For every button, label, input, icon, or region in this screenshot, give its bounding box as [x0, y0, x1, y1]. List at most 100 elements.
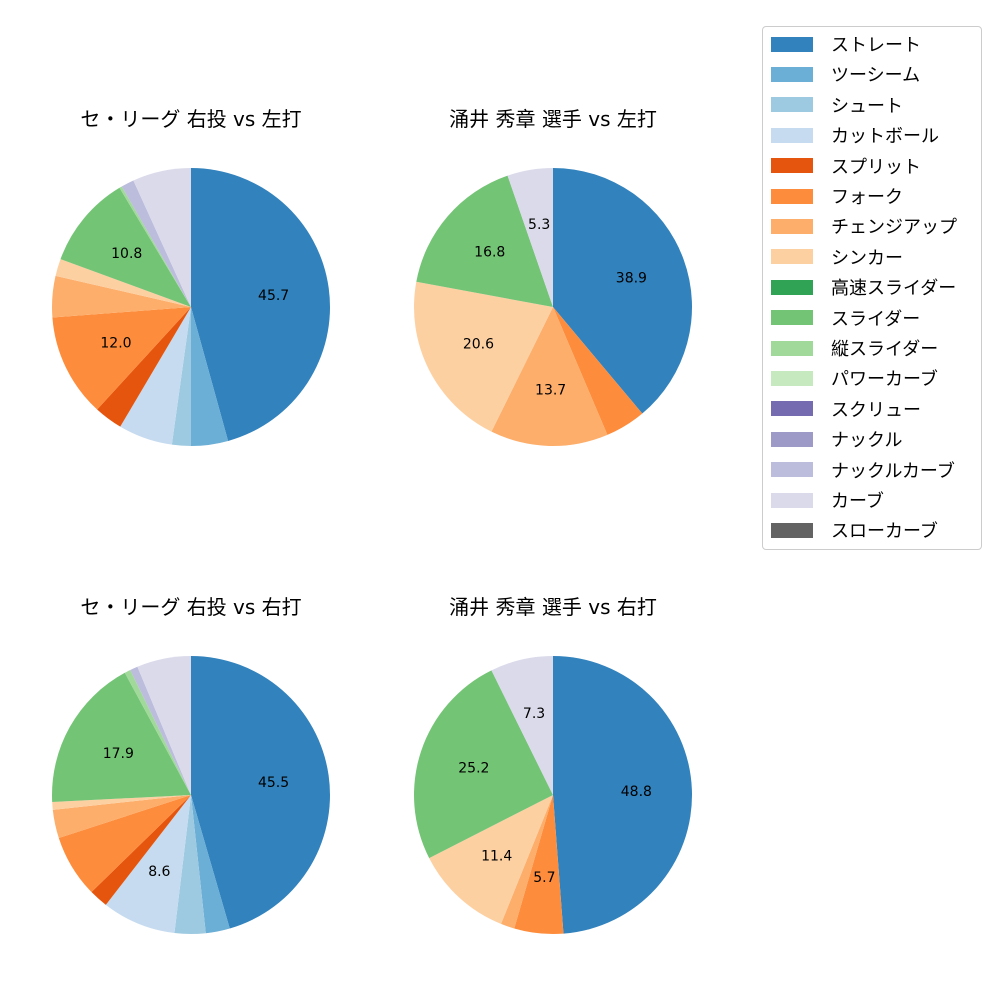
pie-slice [133, 168, 191, 307]
legend-item: ナックル [771, 428, 902, 451]
chart-title-player-vs-right: 涌井 秀章 選手 vs 右打 [449, 595, 657, 619]
pie-slice [52, 795, 191, 810]
pie-slice [191, 656, 331, 929]
legend-swatch [771, 188, 813, 204]
pie-slice-label: 16.8 [474, 245, 505, 261]
pie-slice [171, 307, 191, 446]
legend-label: パワーカーブ [831, 369, 938, 391]
pie-slice-label: 7.3 [523, 706, 545, 722]
pie-slice [121, 180, 191, 307]
pie-slice-label: 48.8 [621, 784, 652, 800]
pie-slice [137, 656, 191, 795]
legend-item: スライダー [771, 307, 921, 330]
pie-slice [191, 795, 230, 934]
pie-slice [191, 168, 331, 441]
legend-swatch [771, 462, 813, 478]
legend-item: スクリュー [771, 398, 921, 421]
pie-slice [105, 795, 191, 934]
legend-swatch [771, 340, 813, 356]
pie-slice [97, 307, 191, 427]
legend-swatch [771, 127, 813, 143]
legend-item: パワーカーブ [771, 367, 938, 391]
legend-swatch [771, 522, 813, 538]
legend-swatch [771, 401, 813, 417]
pie-slice [429, 795, 553, 924]
pie-slice [124, 669, 191, 795]
legend-swatch [771, 36, 813, 52]
pie-slice [60, 187, 192, 307]
legend-swatch [771, 370, 813, 386]
pie-slice-label: 8.6 [148, 864, 170, 880]
legend-item: カットボール [771, 124, 939, 148]
pie-slice [553, 168, 693, 414]
legend-item: チェンジアップ [771, 215, 957, 239]
legend-swatch [771, 249, 813, 265]
pie-slice [414, 670, 553, 859]
pie-slice-label: 20.6 [463, 336, 494, 352]
legend-label: スライダー [831, 308, 921, 330]
legend-item: シンカー [771, 246, 903, 269]
pie-slice [58, 795, 191, 893]
legend-label: 高速スライダー [831, 278, 957, 300]
pie-slice [416, 175, 553, 307]
pie-slice-label: 5.3 [528, 217, 550, 233]
legend-swatch [771, 492, 813, 508]
legend-item: 縦スライダー [771, 337, 938, 360]
legend-swatch [771, 431, 813, 447]
legend-label: カットボール [831, 126, 939, 148]
pie-slice [91, 795, 191, 905]
pie-slice [514, 795, 564, 935]
chart-title-player-vs-left: 涌井 秀章 選手 vs 左打 [449, 107, 657, 131]
legend-swatch [771, 279, 813, 295]
legend-item: スプリット [771, 155, 921, 178]
legend-swatch [771, 218, 813, 234]
pie-slice-label: 13.7 [535, 382, 566, 398]
legend-swatch [771, 158, 813, 174]
legend-swatch [771, 66, 813, 82]
pie-slice [52, 672, 191, 802]
legend-item: シュート [771, 94, 903, 117]
pie-slice [120, 307, 191, 445]
legend-item: ナックルカーブ [771, 459, 955, 482]
legend-label: スプリット [831, 156, 921, 178]
pie-slice-label: 10.8 [111, 246, 142, 262]
pie-slice [174, 795, 206, 934]
legend-item: フォーク [771, 185, 903, 208]
legend-label: ツーシーム [831, 65, 921, 87]
legend-item: ツーシーム [771, 63, 921, 87]
pie-slice [491, 656, 553, 795]
legend-item: スローカーブ [771, 519, 938, 543]
pie-slice [501, 795, 553, 929]
pie-slice [52, 795, 191, 838]
legend-label: スローカーブ [831, 521, 938, 543]
pie-slice [553, 307, 643, 435]
pie-slice [130, 666, 191, 795]
legend-label: ナックルカーブ [831, 460, 955, 482]
chart-title-league-vs-right: セ・リーグ 右投 vs 右打 [80, 595, 302, 619]
pie-slice [413, 281, 553, 432]
pie-slice-label: 45.5 [258, 775, 289, 791]
legend-label: シュート [831, 95, 903, 117]
pie-slice [553, 656, 693, 934]
pie-slice [52, 307, 191, 410]
pie-slice [51, 275, 191, 318]
legend-label: チェンジアップ [831, 217, 957, 239]
pie-slice-label: 12.0 [100, 335, 131, 351]
legend-label: スクリュー [831, 399, 921, 421]
legend: ストレートツーシームシュートカットボール スプリットフォークチェンジアップシンカー… [762, 26, 982, 550]
pie-slice-label: 11.4 [481, 849, 512, 865]
pie-slice [191, 307, 229, 446]
legend-label: フォーク [831, 187, 903, 208]
pie-slice-label: 38.9 [616, 271, 647, 287]
pie-slice-label: 17.9 [103, 746, 134, 762]
pie-slice [119, 186, 191, 307]
pie-slice-label: 5.7 [533, 870, 555, 886]
pie-slice [491, 307, 608, 447]
pie-slice [507, 168, 553, 307]
legend-swatch [771, 310, 813, 326]
legend-label: ストレート [831, 35, 921, 56]
